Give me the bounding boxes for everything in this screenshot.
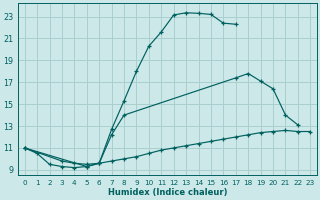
X-axis label: Humidex (Indice chaleur): Humidex (Indice chaleur) — [108, 188, 227, 197]
